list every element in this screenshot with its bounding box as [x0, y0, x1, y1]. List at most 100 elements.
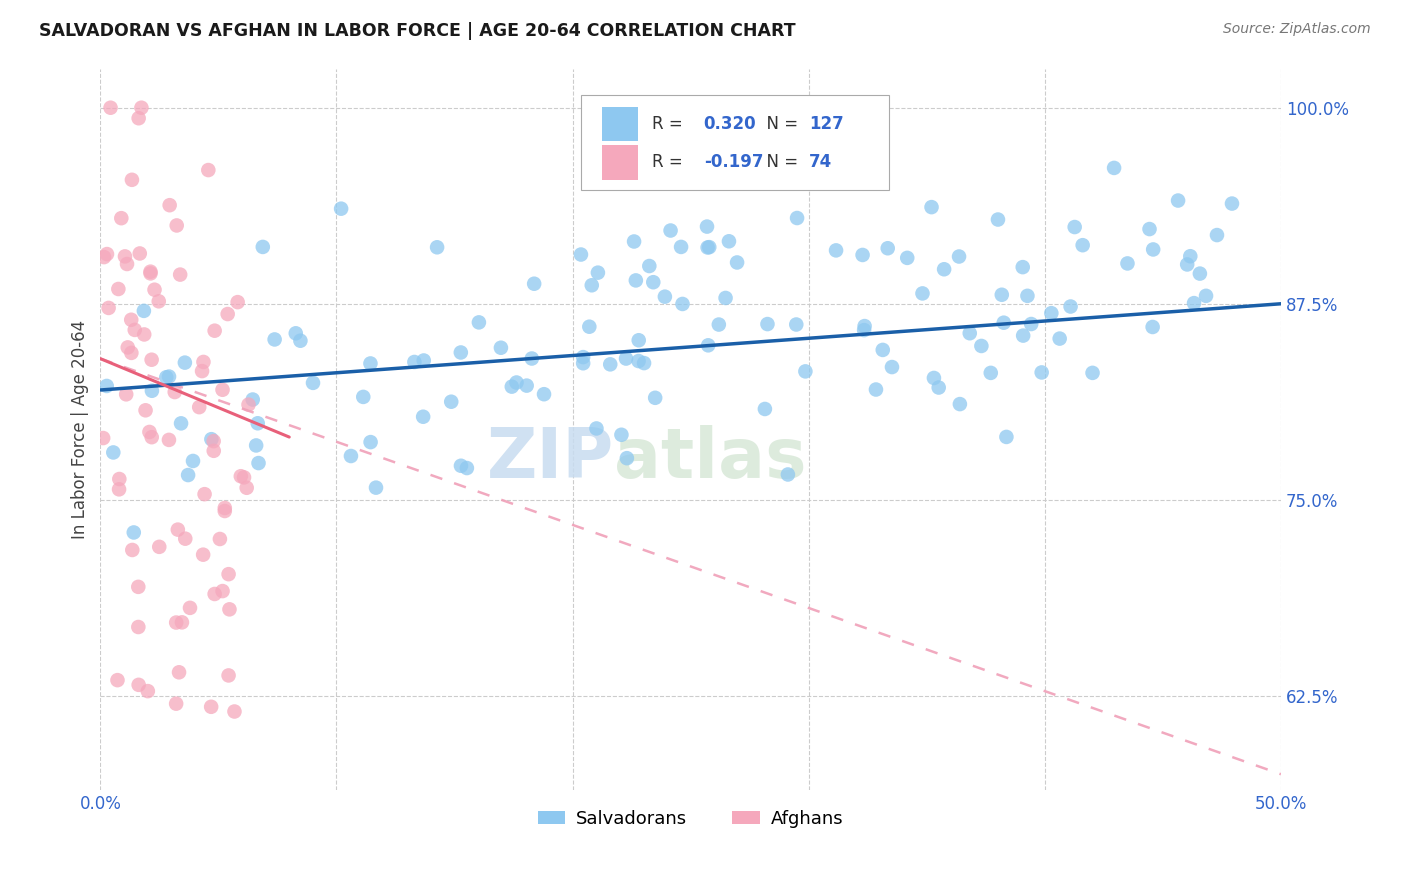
Point	[696, 240, 718, 254]
Point	[148, 540, 170, 554]
Point	[948, 250, 970, 264]
Text: 0.320: 0.320	[703, 115, 756, 133]
Point	[623, 235, 645, 249]
Point	[211, 383, 233, 397]
Legend: Salvadorans, Afghans: Salvadorans, Afghans	[531, 803, 851, 835]
Point	[995, 430, 1018, 444]
Point	[169, 268, 191, 282]
Bar	[602, 145, 637, 179]
Point	[1142, 243, 1164, 257]
Point	[177, 468, 200, 483]
Point	[191, 548, 214, 562]
Point	[163, 385, 186, 400]
Point	[533, 387, 555, 401]
Point	[1142, 320, 1164, 334]
Point	[853, 319, 876, 334]
Text: 127: 127	[808, 115, 844, 133]
Point	[586, 266, 609, 280]
Point	[179, 600, 201, 615]
Point	[627, 354, 650, 368]
Point	[1206, 228, 1229, 243]
Point	[120, 346, 142, 360]
Point	[825, 244, 848, 258]
Text: N =: N =	[755, 153, 803, 171]
Point	[97, 301, 120, 315]
Point	[121, 173, 143, 187]
Point	[505, 376, 527, 390]
Point	[200, 432, 222, 446]
Point	[141, 352, 163, 367]
Point	[197, 163, 219, 178]
Point	[468, 315, 491, 329]
Point	[330, 202, 353, 216]
Point	[204, 324, 226, 338]
Point	[638, 259, 661, 273]
Point	[167, 665, 190, 680]
Text: SALVADORAN VS AFGHAN IN LABOR FORCE | AGE 20-64 CORRELATION CHART: SALVADORAN VS AFGHAN IN LABOR FORCE | AG…	[39, 22, 796, 40]
Point	[1031, 366, 1053, 380]
Point	[108, 472, 131, 486]
Point	[194, 487, 217, 501]
Point	[193, 355, 215, 369]
Point	[128, 246, 150, 260]
Point	[157, 369, 180, 384]
Point	[1081, 366, 1104, 380]
Point	[200, 699, 222, 714]
Point	[165, 697, 187, 711]
Point	[697, 240, 720, 254]
Point	[224, 705, 246, 719]
Point	[114, 249, 136, 263]
Point	[1220, 196, 1243, 211]
Point	[523, 277, 546, 291]
Point	[921, 200, 943, 214]
Point	[572, 350, 595, 364]
Point	[1116, 256, 1139, 270]
Point	[96, 379, 118, 393]
Point	[426, 240, 449, 254]
Point	[166, 523, 188, 537]
Point	[181, 454, 204, 468]
Point	[108, 483, 131, 497]
Point	[654, 290, 676, 304]
Point	[627, 333, 650, 347]
Point	[134, 327, 156, 342]
Point	[155, 370, 177, 384]
Point	[107, 282, 129, 296]
Point	[115, 387, 138, 401]
Point	[235, 481, 257, 495]
Point	[208, 532, 231, 546]
Point	[671, 297, 693, 311]
Point	[173, 356, 195, 370]
Point	[853, 323, 876, 337]
Point	[127, 580, 149, 594]
Point	[980, 366, 1002, 380]
Point	[624, 273, 647, 287]
Point	[1011, 260, 1033, 274]
Point	[911, 286, 934, 301]
Point	[450, 345, 472, 359]
Point	[290, 334, 312, 348]
Point	[644, 391, 666, 405]
Point	[987, 212, 1010, 227]
Point	[1182, 296, 1205, 310]
Point	[159, 198, 181, 212]
Point	[157, 433, 180, 447]
Point	[440, 394, 463, 409]
Point	[364, 481, 387, 495]
Point	[91, 431, 114, 445]
Point	[569, 247, 592, 261]
Point	[932, 262, 955, 277]
Point	[1059, 300, 1081, 314]
Point	[202, 443, 225, 458]
Point	[872, 343, 894, 357]
Point	[247, 456, 270, 470]
Text: Source: ZipAtlas.com: Source: ZipAtlas.com	[1223, 22, 1371, 37]
Point	[851, 248, 873, 262]
Point	[794, 364, 817, 378]
Point	[107, 673, 129, 687]
Point	[166, 219, 188, 233]
Point	[959, 326, 981, 341]
Point	[599, 357, 621, 371]
Point	[170, 417, 193, 431]
Point	[218, 567, 240, 582]
